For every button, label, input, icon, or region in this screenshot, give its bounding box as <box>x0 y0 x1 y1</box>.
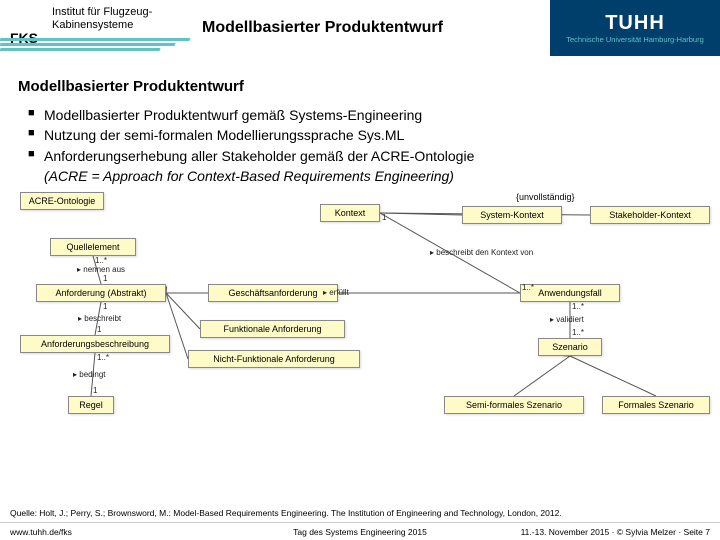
bullet-list: Modellbasierter Produktentwurf gemäß Sys… <box>28 105 720 186</box>
multiplicity: 1 <box>93 386 97 395</box>
footer-left: www.tuhh.de/fks <box>10 527 72 537</box>
diagram-node-regel: Regel <box>68 396 114 414</box>
decorative-lines <box>0 38 190 53</box>
diagram-node-geschaeft: Geschäftsanforderung <box>208 284 338 302</box>
diagram-node-anwend: Anwendungsfall <box>520 284 620 302</box>
header-left: Institut für Flugzeug- Kabinensysteme FK… <box>0 0 190 56</box>
citation: Quelle: Holt, J.; Perry, S.; Brownsword,… <box>10 508 562 518</box>
slide-header: Institut für Flugzeug- Kabinensysteme FK… <box>0 0 720 56</box>
bullet-item: Anforderungserhebung aller Stakeholder g… <box>28 146 720 187</box>
multiplicity: 1 <box>103 274 107 283</box>
diagram-node-unvoll: {unvollständig} <box>516 192 594 202</box>
uml-diagram: ACRE-Ontologie Kontext {unvollständig} Syst… <box>10 192 710 444</box>
diagram-node-formal: Formales Szenario <box>602 396 710 414</box>
bullet-text: Nutzung der semi-formalen Modellierungss… <box>44 127 404 143</box>
diagram-node-shkont: Stakeholder-Kontext <box>590 206 710 224</box>
institute-name: Institut für Flugzeug- Kabinensysteme <box>52 6 152 32</box>
multiplicity: 1 <box>382 213 386 222</box>
edge-label: ▸ beschreibt <box>78 314 121 323</box>
diagram-node-funkt: Funktionale Anforderung <box>200 320 345 338</box>
tuhh-subtitle: Technische Universität Hamburg-Harburg <box>566 35 704 44</box>
multiplicity: 1..* <box>522 283 534 292</box>
edge-label: ▸ erfüllt <box>323 288 349 297</box>
footer-right: 11.-13. November 2015 · © Sylvia Melzer … <box>521 527 710 537</box>
tuhh-logo-block: TUHH Technische Universität Hamburg-Harb… <box>550 0 720 56</box>
diagram-node-syskont: System-Kontext <box>462 206 562 224</box>
multiplicity: 1..* <box>572 328 584 337</box>
bullet-text: Anforderungserhebung aller Stakeholder g… <box>44 148 474 164</box>
multiplicity: 1..* <box>572 302 584 311</box>
multiplicity: 1..* <box>95 256 107 265</box>
diagram-node-anfbes: Anforderungsbeschreibung <box>20 335 170 353</box>
bullet-item: Modellbasierter Produktentwurf gemäß Sys… <box>28 105 720 125</box>
header-title: Modellbasierter Produktentwurf <box>190 0 550 56</box>
institute-line2: Kabinensysteme <box>52 19 133 31</box>
diagram-node-nfunkt: Nicht-Funktionale Anforderung <box>188 350 360 368</box>
bullet-subtext: (ACRE = Approach for Context-Based Requi… <box>44 168 454 184</box>
diagram-node-anfabs: Anforderung (Abstrakt) <box>36 284 166 302</box>
multiplicity: 1 <box>97 325 101 334</box>
bullet-item: Nutzung der semi-formalen Modellierungss… <box>28 125 720 145</box>
edge-label: ▸ nennen aus <box>77 265 125 274</box>
tuhh-logo: TUHH <box>605 12 665 35</box>
bullet-text: Modellbasierter Produktentwurf gemäß Sys… <box>44 107 422 123</box>
section-title: Modellbasierter Produktentwurf <box>18 78 720 95</box>
edge-label: ▸ beschreibt den Kontext von <box>430 248 533 257</box>
diagram-node-szenario: Szenario <box>538 338 602 356</box>
diagram-node-kontext: Kontext <box>320 204 380 222</box>
diagram-node-semi: Semi-formales Szenario <box>444 396 584 414</box>
institute-line1: Institut für Flugzeug- <box>52 6 152 18</box>
multiplicity: 1 <box>103 302 107 311</box>
diagram-node-acre: ACRE-Ontologie <box>20 192 104 210</box>
multiplicity: 1..* <box>97 353 109 362</box>
footer: www.tuhh.de/fks Tag des Systems Engineer… <box>0 522 720 540</box>
edge-label: ▸ validiert <box>550 315 584 324</box>
diagram-node-quell: Quellelement <box>50 238 136 256</box>
edge-label: ▸ bedingt <box>73 370 105 379</box>
